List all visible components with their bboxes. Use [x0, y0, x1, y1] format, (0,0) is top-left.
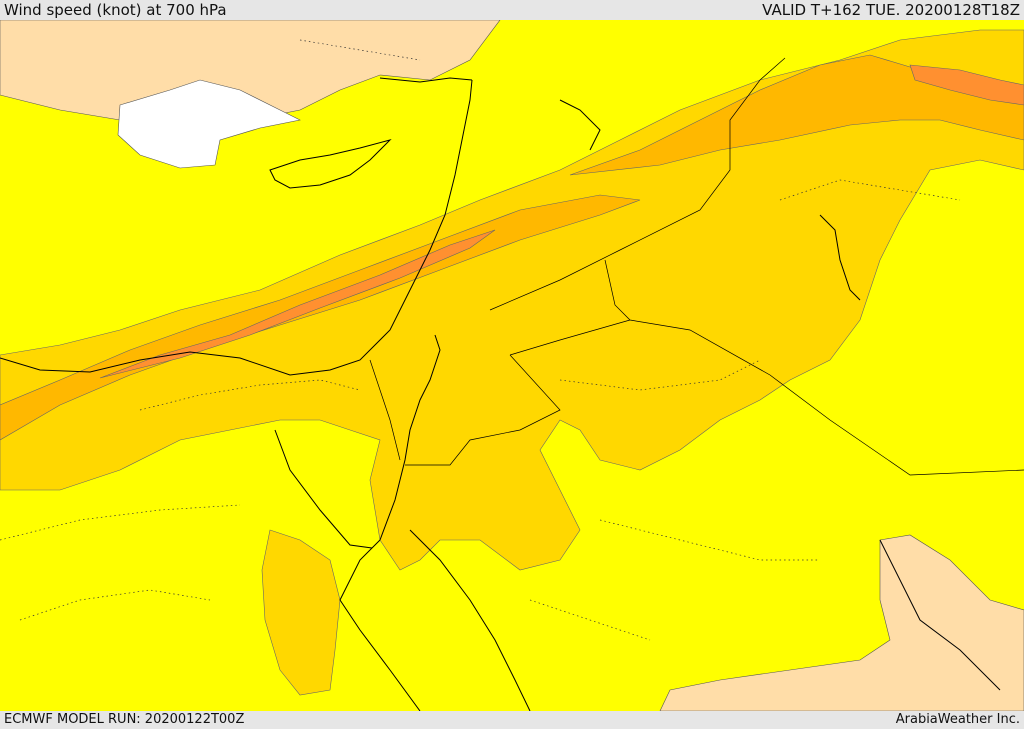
wind-band-1 [0, 29, 1024, 571]
missing-area-north [117, 79, 301, 169]
model-run-label: ECMWF MODEL RUN: 20200122T00Z [4, 712, 245, 727]
map-title: Wind speed (knot) at 700 hPa [4, 1, 227, 19]
wind-band-3 [99, 229, 496, 379]
country-borders [369, 57, 1024, 476]
valid-time: VALID T+162 TUE. 20200128T18Z [762, 1, 1020, 19]
header-bar: Wind speed (knot) at 700 hPa VALID T+162… [0, 0, 1024, 20]
isotach-dotted-lines [0, 39, 961, 641]
map-svg [0, 20, 1024, 711]
credit-label: ArabiaWeather Inc. [895, 712, 1020, 727]
footer-bar: ECMWF MODEL RUN: 20200122T00Z ArabiaWeat… [0, 711, 1024, 729]
calm-area-southeast [659, 534, 1024, 711]
wind-band-3-east [909, 64, 1024, 106]
wind-band-1-south [261, 529, 341, 696]
wind-band-2 [0, 194, 641, 441]
wind-band-2-east [569, 54, 1024, 176]
wind-map[interactable] [0, 20, 1024, 711]
coastlines [0, 77, 1001, 711]
